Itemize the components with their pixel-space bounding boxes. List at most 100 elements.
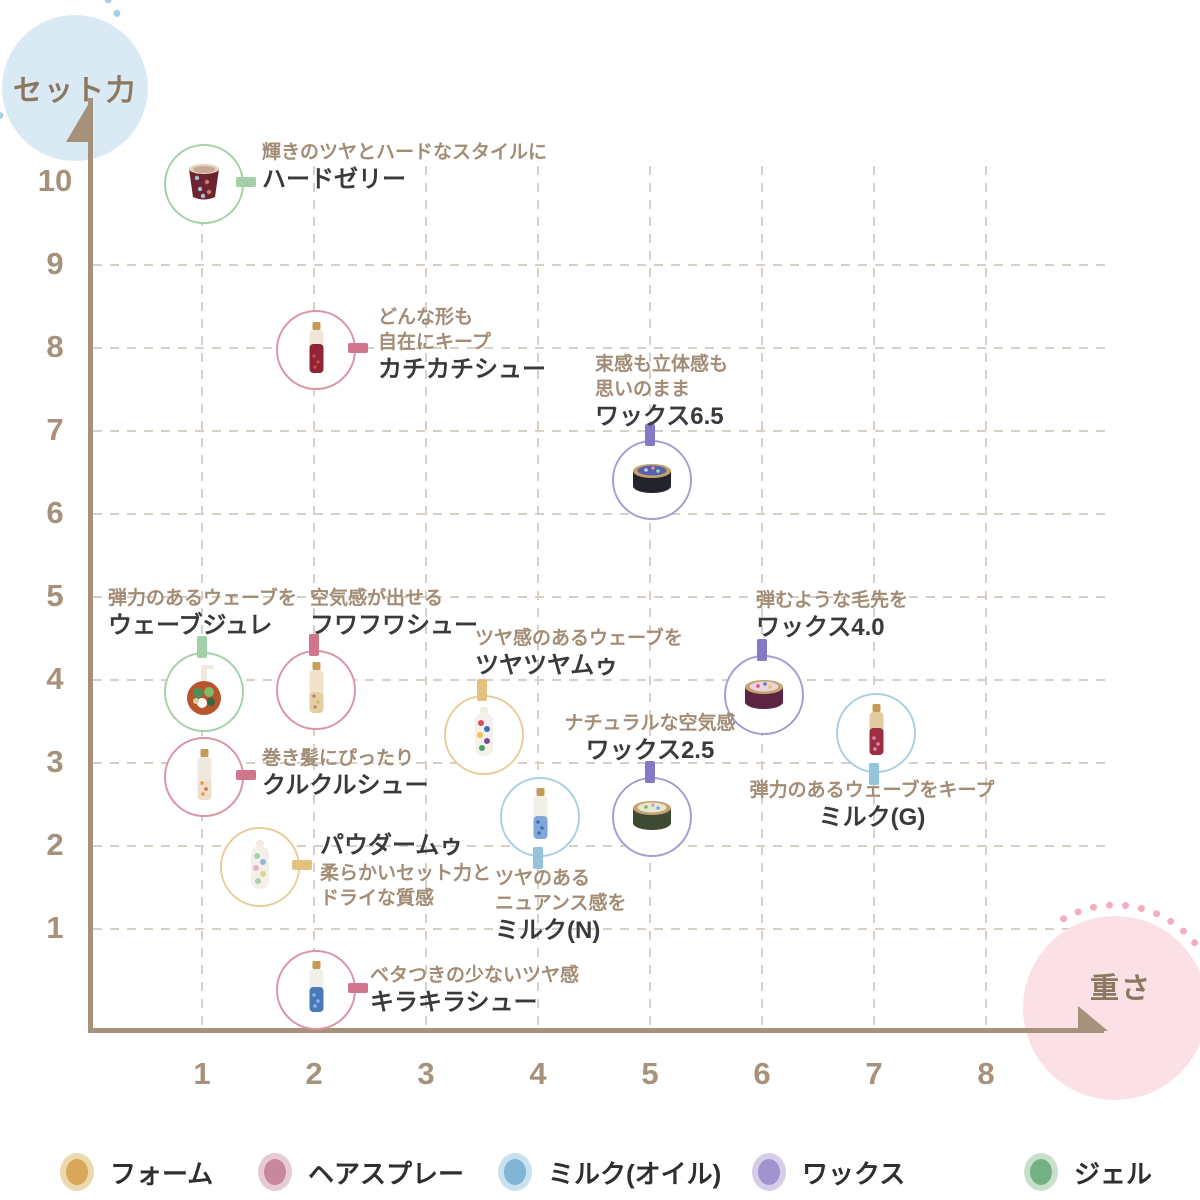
x-tick-label: 8 <box>977 1056 995 1091</box>
x-tick-label: 5 <box>641 1056 659 1091</box>
product-caption: 巻き髪にぴったり <box>262 748 415 769</box>
connector-stub <box>348 982 368 993</box>
y-tick-label: 8 <box>46 329 64 364</box>
product-label: ナチュラルな空気感 ワックス2.5 <box>564 711 735 766</box>
product-icon <box>868 704 885 761</box>
product-marker[interactable] <box>220 827 300 907</box>
product-icon <box>473 707 495 762</box>
x-tick-label: 2 <box>305 1056 323 1091</box>
product-caption: ニュアンス感を <box>495 893 627 914</box>
y-axis-bubble: セット力 <box>2 15 148 161</box>
y-tick-label: 9 <box>46 246 64 281</box>
product-icon <box>628 459 676 500</box>
product-name: クルクルシュー <box>262 772 429 799</box>
legend-label: フォーム <box>110 1158 214 1189</box>
x-tick-label: 1 <box>193 1056 211 1091</box>
product-marker[interactable] <box>164 144 244 224</box>
legend-label: ワックス <box>802 1158 906 1189</box>
product-label: 輝きのツヤとハードなスタイルにハードゼリー <box>262 140 547 195</box>
grid-line-horizontal <box>93 264 1113 266</box>
product-caption: 輝きのツヤとハードなスタイルに <box>262 142 548 163</box>
grid-line-horizontal <box>93 430 1113 432</box>
y-tick-label: 5 <box>46 578 64 613</box>
legend-label: ミルク(オイル) <box>548 1158 722 1189</box>
product-marker[interactable] <box>276 310 356 390</box>
product-icon <box>249 839 271 895</box>
x-axis-bubble: 重さ <box>1023 916 1200 1100</box>
connector-stub <box>292 860 312 870</box>
product-label: ツヤ感のあるウェーブを ツヤツヤムゥ <box>475 626 683 681</box>
product-caption: 自在にキープ <box>378 332 491 353</box>
product-caption: ベタつきの少ないツヤ感 <box>370 965 580 986</box>
y-tick-label: 4 <box>46 661 64 696</box>
legend-label: ジェル <box>1074 1158 1153 1189</box>
y-tick-label: 6 <box>46 495 64 530</box>
product-name: ミルク(N) <box>495 917 601 944</box>
product-marker[interactable] <box>612 439 692 520</box>
product-marker[interactable] <box>276 650 356 730</box>
product-marker[interactable] <box>612 776 692 857</box>
product-icon <box>196 748 213 806</box>
product-marker[interactable] <box>164 652 244 732</box>
product-caption: ドライな質感 <box>320 888 435 909</box>
product-marker[interactable] <box>276 949 356 1030</box>
grid-line-horizontal <box>93 679 1113 681</box>
x-tick-label: 4 <box>529 1056 547 1091</box>
product-label: 空気感が出せる フワフワシュー <box>310 586 478 641</box>
product-name: ウェーブジュレ <box>108 612 273 639</box>
product-label: ベタつきの少ないツヤ感キラキラシュー <box>370 963 579 1018</box>
product-label: ツヤのある ニュアンス感を ミルク(N) <box>495 866 626 946</box>
product-icon <box>186 664 222 721</box>
product-name: ワックス2.5 <box>585 737 715 764</box>
y-tick-label: 2 <box>46 827 64 862</box>
product-label: 弾力のあるウェーブを ウェーブジュレ <box>108 586 297 641</box>
connector-stub <box>236 177 256 187</box>
grid-line-horizontal <box>93 928 1113 930</box>
product-marker[interactable] <box>836 692 916 773</box>
y-axis-line <box>88 98 93 1033</box>
product-name: ワックス4.0 <box>756 614 885 641</box>
product-marker[interactable] <box>164 737 244 817</box>
product-label: 巻き髪にぴったりクルクルシュー <box>262 746 429 801</box>
connector-stub <box>197 636 207 658</box>
product-name: ツヤツヤムゥ <box>475 652 619 679</box>
product-caption: 柔らかいセット力と <box>320 863 492 884</box>
grid-line-horizontal <box>93 513 1113 515</box>
product-caption: 弾力のあるウェーブをキープ <box>749 780 995 801</box>
legend-item-gel: ジェル <box>1024 1148 1152 1196</box>
product-label: 弾むような毛先を ワックス4.0 <box>756 588 908 643</box>
legend-item-spray: ヘアスプレー <box>258 1148 464 1196</box>
connector-stub <box>869 762 879 785</box>
legend-dot-icon <box>498 1153 532 1191</box>
product-marker[interactable] <box>724 655 804 735</box>
product-marker[interactable] <box>444 694 524 775</box>
connector-stub <box>645 423 655 446</box>
product-name: キラキラシュー <box>370 989 538 1016</box>
connector-stub <box>533 846 543 869</box>
product-name: フワフワシュー <box>310 612 478 639</box>
y-tick-label: 10 <box>37 163 73 198</box>
product-name: パウダームゥ <box>320 832 464 859</box>
legend-item-wax: ワックス <box>752 1148 905 1196</box>
product-caption: どんな形も <box>378 307 474 328</box>
connector-stub <box>757 639 767 661</box>
legend-dot-icon <box>752 1153 786 1191</box>
connector-stub <box>477 678 487 701</box>
product-name: カチカチシュー <box>378 356 546 383</box>
product-name: ハードゼリー <box>262 166 406 193</box>
grid-line-horizontal <box>93 347 1113 349</box>
y-tick-label: 3 <box>46 744 64 779</box>
product-marker[interactable] <box>500 776 580 857</box>
legend-label: ヘアスプレー <box>308 1158 465 1189</box>
y-axis-label: セット力 <box>12 75 137 107</box>
legend-item-foam: フォーム <box>60 1148 213 1196</box>
connector-stub <box>348 343 368 353</box>
product-label: 弾力のあるウェーブをキープ ミルク(G) <box>750 778 995 833</box>
product-name: ワックス6.5 <box>595 403 724 430</box>
product-icon <box>532 788 549 845</box>
product-icon <box>308 321 325 379</box>
product-caption: 束感も立体感も <box>595 354 729 375</box>
connector-stub <box>309 634 319 656</box>
x-axis-label: 重さ <box>1089 973 1152 1005</box>
